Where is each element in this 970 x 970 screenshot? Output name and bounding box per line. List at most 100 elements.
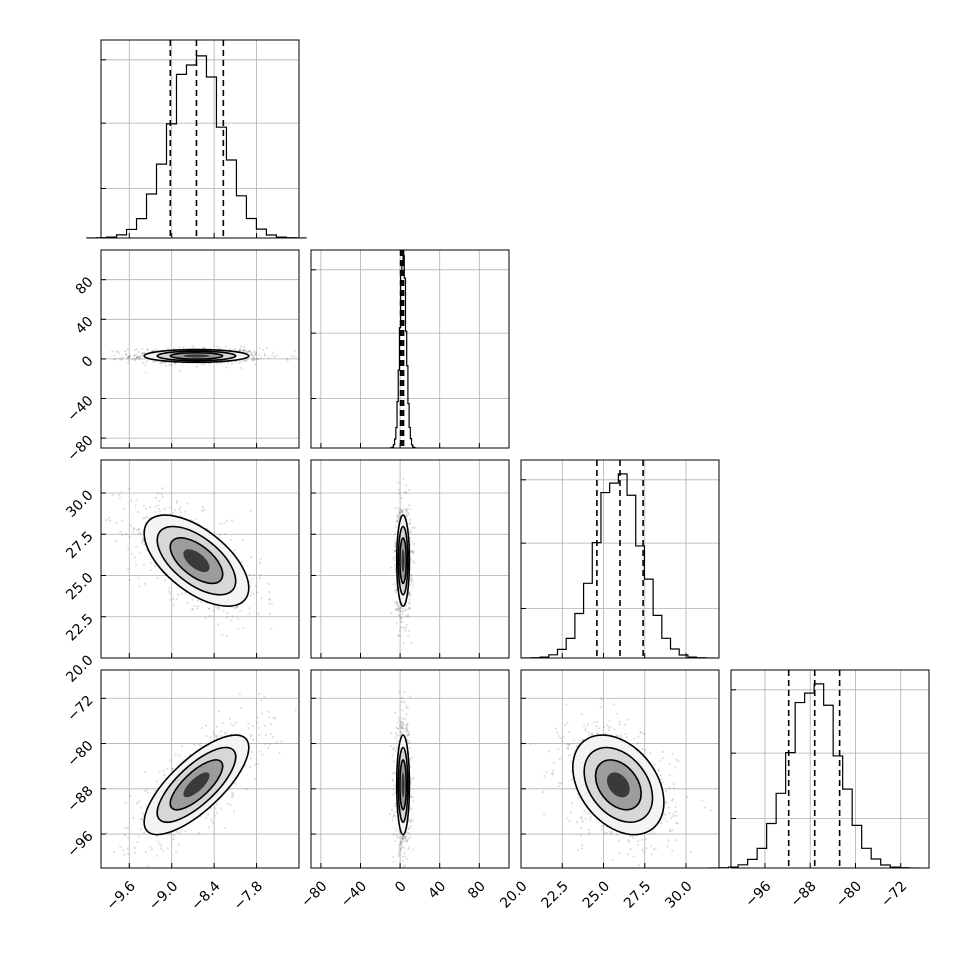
- sample-point: [395, 520, 398, 523]
- sample-point: [203, 346, 206, 350]
- x-tick-label: −96: [742, 878, 774, 910]
- sample-point: [398, 507, 402, 511]
- sample-point: [228, 717, 232, 720]
- sample-point: [393, 814, 397, 818]
- sample-point: [220, 734, 223, 737]
- sample-point: [300, 604, 302, 606]
- sample-point: [128, 536, 131, 539]
- sample-point: [408, 758, 412, 761]
- sample-point: [399, 606, 403, 609]
- contour-0: [143, 734, 250, 836]
- sample-point: [701, 799, 704, 802]
- sample-point: [399, 724, 402, 728]
- sample-point: [600, 698, 604, 701]
- sample-point: [212, 822, 215, 825]
- sample-point: [584, 727, 587, 730]
- sample-point: [660, 777, 664, 780]
- sample-point: [583, 809, 586, 813]
- sample-point: [673, 786, 676, 790]
- sample-point: [126, 848, 129, 851]
- sample-point: [134, 504, 137, 507]
- sample-point: [214, 814, 217, 817]
- sample-point: [404, 626, 407, 630]
- sample-point: [155, 854, 158, 857]
- sample-point: [131, 552, 134, 555]
- histogram-panel-3: [709, 669, 930, 869]
- sample-point: [178, 754, 181, 757]
- sample-point: [251, 724, 255, 728]
- sample-point: [258, 733, 261, 737]
- sample-point: [124, 827, 127, 830]
- sample-point: [672, 783, 675, 786]
- contour-0: [143, 514, 250, 607]
- sample-point: [668, 812, 671, 815]
- panel-frame: [310, 669, 510, 869]
- sample-point: [397, 850, 401, 853]
- sample-point: [392, 556, 395, 560]
- sample-point: [400, 721, 403, 724]
- sample-point: [400, 616, 404, 619]
- sample-point: [671, 849, 674, 852]
- sample-point: [545, 771, 548, 774]
- sample-point: [230, 519, 234, 522]
- sample-point: [145, 788, 148, 791]
- sample-point: [168, 598, 172, 601]
- sample-point: [136, 840, 139, 843]
- sample-point: [618, 720, 621, 723]
- sample-point: [653, 832, 656, 835]
- sample-point: [251, 359, 254, 362]
- sample-point: [400, 731, 403, 734]
- sample-point: [174, 850, 178, 853]
- sample-point: [149, 845, 152, 849]
- sample-point: [225, 635, 228, 638]
- sample-point: [671, 752, 674, 755]
- sample-point: [392, 779, 395, 782]
- sample-point: [233, 347, 236, 350]
- x-tick-label: −72: [878, 878, 910, 910]
- sample-point: [164, 361, 167, 364]
- sample-point: [649, 832, 652, 835]
- sample-point: [257, 762, 260, 765]
- sample-point: [138, 358, 142, 361]
- sample-point: [616, 712, 619, 715]
- sample-point: [637, 736, 640, 739]
- sample-point: [398, 690, 401, 693]
- sample-point: [653, 763, 656, 766]
- sample-point: [139, 828, 142, 831]
- scatter-panel-3-0: [100, 669, 300, 869]
- sample-point: [404, 609, 407, 612]
- sample-point: [393, 532, 397, 536]
- sample-point: [137, 577, 140, 580]
- sample-point: [403, 691, 406, 694]
- sample-point: [643, 851, 646, 854]
- sample-point: [411, 581, 414, 584]
- sample-point: [133, 851, 136, 854]
- sample-point: [117, 352, 121, 355]
- sample-point: [132, 530, 135, 533]
- sample-point: [135, 353, 138, 356]
- sample-point: [254, 363, 257, 366]
- sample-point: [230, 619, 233, 622]
- x-tick-label: −80: [833, 878, 865, 910]
- sample-point: [409, 607, 412, 610]
- sample-point: [557, 784, 561, 788]
- sample-point: [200, 362, 203, 365]
- sample-point: [406, 706, 409, 709]
- sample-point: [408, 504, 411, 507]
- sample-point: [128, 487, 131, 491]
- sample-point: [161, 496, 164, 499]
- sample-point: [405, 724, 408, 727]
- sample-point: [157, 840, 160, 843]
- sample-point: [123, 834, 127, 837]
- sample-point: [568, 730, 571, 733]
- sample-point: [411, 526, 414, 529]
- density-fill-3: [183, 354, 210, 358]
- sample-point: [588, 734, 591, 737]
- sample-point: [142, 538, 145, 542]
- sample-point: [581, 843, 584, 847]
- sample-point: [570, 778, 573, 781]
- sample-point: [399, 849, 403, 852]
- sample-point: [399, 733, 402, 736]
- sample-point: [401, 621, 404, 624]
- sample-point: [252, 573, 255, 576]
